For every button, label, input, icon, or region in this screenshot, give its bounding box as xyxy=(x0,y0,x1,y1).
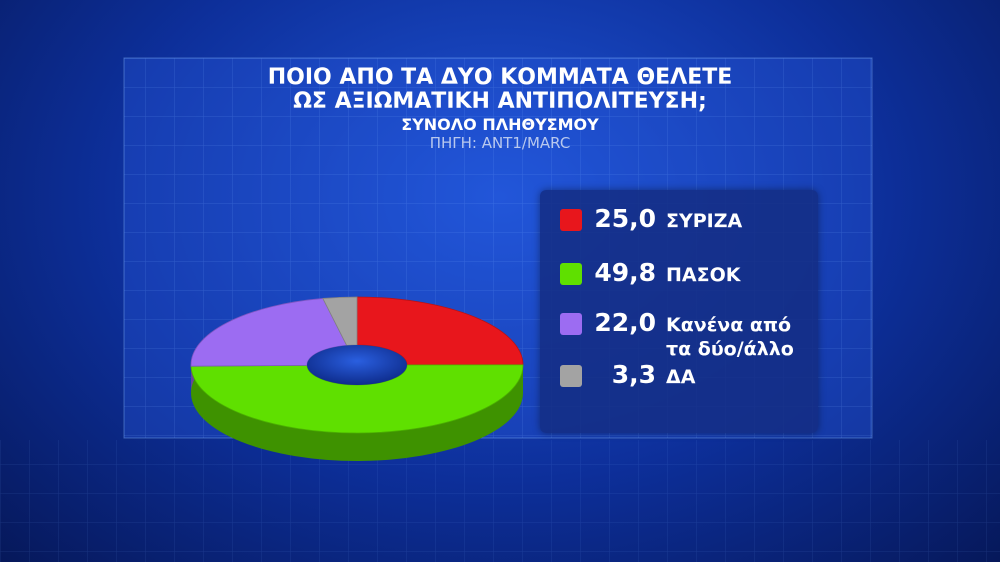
value-label: 25,0 xyxy=(594,204,656,233)
subtitle: ΣΥΝΟΛΟ ΠΛΗΘΥΣΜΟΥ xyxy=(401,115,599,134)
floor-grid xyxy=(0,440,1000,562)
legend-swatch xyxy=(560,263,582,285)
legend-label: ΣΥΡΙΖΑ xyxy=(666,210,743,232)
donut xyxy=(190,296,524,461)
legend-label: ΔΑ xyxy=(666,366,696,388)
legend-item: 49,8 ΠΑΣΟΚ xyxy=(560,258,806,287)
legend-item: 22,0 Κανένα από τα δύο/άλλο xyxy=(560,308,806,361)
legend-item: 25,0 ΣΥΡΙΖΑ xyxy=(560,204,806,233)
legend-label: ΠΑΣΟΚ xyxy=(666,264,741,286)
legend: 25,0 ΣΥΡΙΖΑ 49,8 ΠΑΣΟΚ 22,0 Κανένα από τα δύο… xyxy=(540,190,818,433)
slice-side xyxy=(191,364,524,461)
source: ΠΗΓΗ: ΑΝΤ1/MARC xyxy=(429,134,571,152)
value-label: 49,8 xyxy=(594,258,656,287)
legend-swatch xyxy=(560,209,582,231)
legend-swatch xyxy=(560,313,582,335)
title-line: ΠΟΙΟ ΑΠΟ ΤΑ ΔΥΟ ΚΟΜΜΑΤΑ ΘΕΛΕΤΕ xyxy=(267,65,733,90)
value-label: 3,3 xyxy=(611,360,656,389)
legend-label: Κανένα από τα δύο/άλλο xyxy=(666,314,794,360)
legend-item: 3,3 ΔΑ xyxy=(560,360,806,389)
title: ΠΟΙΟ ΑΠΟ ΤΑ ΔΥΟ ΚΟΜΜΑΤΑ ΘΕΛΕΤΕ ΩΣ ΑΞΙΩΜΑ… xyxy=(140,66,860,114)
value-label: 22,0 xyxy=(594,308,656,337)
donut-hole xyxy=(307,345,407,385)
legend-swatch xyxy=(560,365,582,387)
title-line: ΩΣ ΑΞΙΩΜΑΤΙΚΗ ΑΝΤΙΠΟΛΙΤΕΥΣΗ; xyxy=(293,89,707,114)
